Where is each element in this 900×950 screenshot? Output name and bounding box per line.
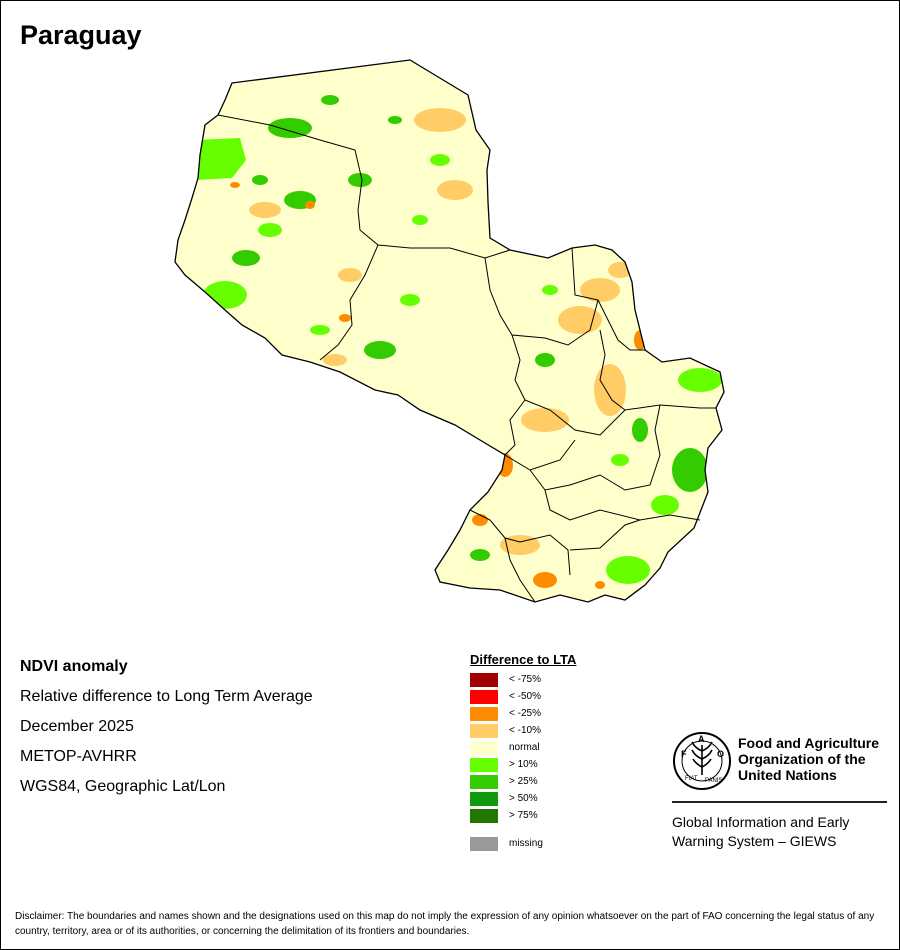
legend-label: > 75% [509, 810, 538, 821]
legend-label: normal [509, 742, 540, 753]
ndvi-anomaly-map [174, 59, 725, 603]
legend-label: < -50% [509, 691, 541, 702]
legend-item: < -50% [470, 688, 576, 705]
legend-title: Difference to LTA [470, 652, 577, 667]
fao-org-name: Food and Agriculture Organization of the… [738, 735, 880, 783]
legend-swatch [470, 808, 498, 823]
paraguay-territory [174, 59, 725, 603]
product-description: Relative difference to Long Term Average [20, 688, 313, 705]
disclaimer-text: Disclaimer: The boundaries and names sho… [15, 911, 875, 937]
legend-label: > 10% [509, 759, 538, 770]
product-name: NDVI anomaly [20, 658, 128, 675]
country-fill [175, 60, 724, 602]
svg-text:O: O [717, 749, 724, 759]
legend-swatch [470, 689, 498, 704]
legend-label: > 25% [509, 776, 538, 787]
legend-item: > 25% [470, 773, 576, 790]
legend-item: < -10% [470, 722, 576, 739]
svg-text:F: F [681, 749, 687, 759]
legend-item: > 75% [470, 807, 576, 824]
legend-item: < -25% [470, 705, 576, 722]
map-metadata: NDVI anomaly Relative difference to Long… [20, 656, 313, 806]
legend-swatch [470, 740, 498, 755]
legend-item: normal [470, 739, 576, 756]
positive-anomaly-areas [196, 95, 722, 584]
fao-branding: F A O FIAT PANIS Food and Agriculture Or… [672, 731, 887, 849]
legend-swatch [470, 723, 498, 738]
legend-item: > 10% [470, 756, 576, 773]
svg-text:FIAT: FIAT [685, 776, 698, 782]
country-border [174, 59, 725, 603]
legend-label: < -10% [509, 725, 541, 736]
legend-items: < -75% < -50% < -25% < -10% normal > 10% > 25%… [470, 671, 576, 824]
legend-item-missing: missing [470, 835, 576, 852]
department-boundaries [217, 114, 716, 603]
legend-label: missing [509, 838, 543, 849]
legend-label: < -25% [509, 708, 541, 719]
logo-divider [672, 801, 887, 803]
legend-item: < -75% [470, 671, 576, 688]
map-legend: Difference to LTA < -75% < -50% < -25% < -1… [470, 652, 576, 852]
svg-text:PANIS: PANIS [705, 778, 723, 784]
projection-info: WGS84, Geographic Lat/Lon [20, 778, 226, 795]
time-period: December 2025 [20, 718, 134, 735]
legend-label: < -75% [509, 674, 541, 685]
legend-item: > 50% [470, 790, 576, 807]
sensor-name: METOP-AVHRR [20, 748, 137, 765]
giews-name: Global Information and Early Warning Sys… [672, 814, 850, 849]
svg-text:A: A [698, 734, 705, 744]
legend-swatch [470, 791, 498, 806]
legend-label: > 50% [509, 793, 538, 804]
legend-swatch [470, 757, 498, 772]
legend-swatch [470, 836, 498, 851]
map-title: Paraguay [20, 20, 142, 50]
legend-swatch [470, 672, 498, 687]
fao-logo-icon: F A O FIAT PANIS [673, 732, 731, 790]
legend-swatch [470, 706, 498, 721]
legend-swatch [470, 774, 498, 789]
